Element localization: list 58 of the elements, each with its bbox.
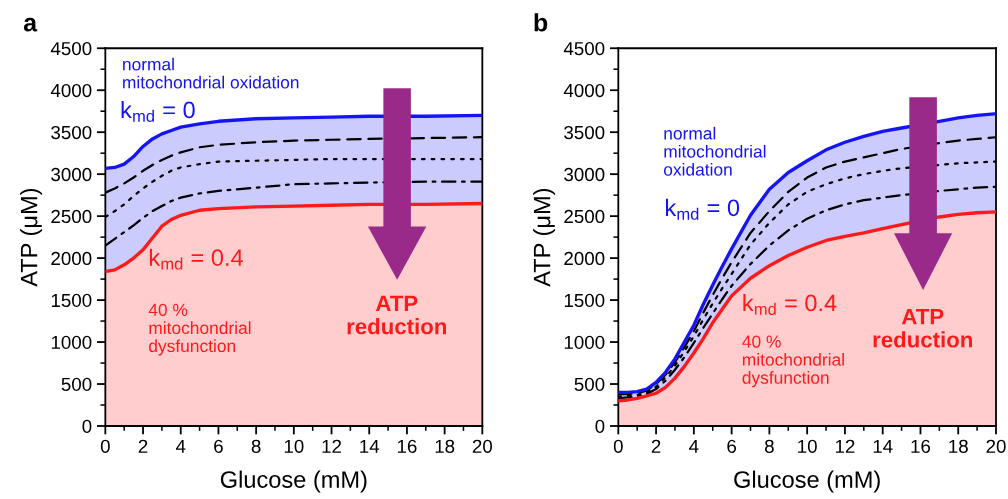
x-tick-label: 16: [397, 439, 417, 453]
y-tick-label: 2000: [51, 251, 92, 266]
x-tick-label: 20: [986, 439, 1006, 453]
x-tick-label: 20: [472, 439, 493, 453]
series-label: k$_{md}$ = 0.4: [149, 248, 243, 270]
annotation: normal mitochondrial oxidation: [123, 57, 299, 89]
x-tick-label: 12: [835, 439, 855, 453]
y-tick-label: 1500: [564, 293, 605, 308]
x-tick-label: 0: [613, 439, 623, 453]
x-tick-label: 10: [284, 439, 304, 453]
y-tick-label: 3000: [51, 167, 92, 182]
y-tick-label: 2500: [51, 209, 92, 224]
x-tick-label: 4: [175, 439, 186, 453]
y-tick-label: 4000: [50, 83, 92, 98]
y-axis-title: ATP (μM): [20, 188, 43, 287]
x-tick-label: 2: [651, 439, 661, 453]
y-tick-label: 4500: [50, 41, 92, 56]
y-tick-label: 3500: [564, 125, 605, 140]
series-label: k$_{md}$ = 0.4: [743, 293, 837, 315]
y-tick-label: 2500: [564, 209, 605, 224]
annotation: 40 % mitochondrial dysfunction: [148, 303, 251, 356]
y-tick-label: 0: [595, 419, 605, 433]
x-tick-label: 6: [727, 439, 737, 453]
x-tick-label: 14: [873, 439, 893, 453]
x-axis-title: Glucose (mM): [220, 470, 367, 493]
x-tick-label: 18: [949, 439, 968, 453]
y-tick-label: 3000: [564, 167, 605, 182]
x-tick-label: 12: [322, 439, 342, 453]
x-tick-label: 16: [911, 439, 931, 453]
y-axis-title: ATP (μM): [533, 188, 556, 287]
series-label: k$_{md}$ = 0: [665, 198, 740, 220]
y-tick-label: 0: [82, 419, 92, 433]
y-tick-label: 4500: [563, 41, 605, 56]
y-tick-label: 4000: [563, 83, 605, 98]
y-tick-label: 1000: [564, 335, 605, 350]
chart-title: b: [534, 13, 548, 32]
annotation: ATP reduction: [873, 308, 972, 348]
y-tick-label: 500: [574, 377, 605, 391]
x-tick-label: 14: [360, 439, 380, 453]
y-tick-label: 3500: [51, 125, 92, 140]
x-tick-label: 2: [138, 439, 148, 453]
x-tick-label: 6: [214, 439, 223, 453]
x-tick-label: 4: [689, 439, 699, 453]
x-axis-title: Glucose (mM): [734, 470, 880, 493]
annotation: normal mitochondrial oxidation: [663, 126, 766, 176]
series-label: k$_{md}$ = 0: [121, 100, 195, 122]
y-tick-label: 2000: [564, 251, 605, 266]
x-tick-label: 18: [435, 439, 455, 453]
x-tick-label: 8: [764, 439, 774, 453]
annotation: ATP reduction: [347, 295, 446, 335]
chart-title: a: [23, 17, 38, 32]
y-tick-label: 1500: [51, 293, 92, 308]
x-tick-label: 10: [798, 439, 817, 453]
y-tick-label: 1000: [51, 335, 92, 350]
y-tick-label: 500: [61, 377, 92, 391]
annotation: 40 % mitochondrial dysfunction: [742, 335, 844, 388]
x-tick-label: 8: [251, 439, 261, 453]
x-tick-label: 0: [100, 439, 110, 453]
